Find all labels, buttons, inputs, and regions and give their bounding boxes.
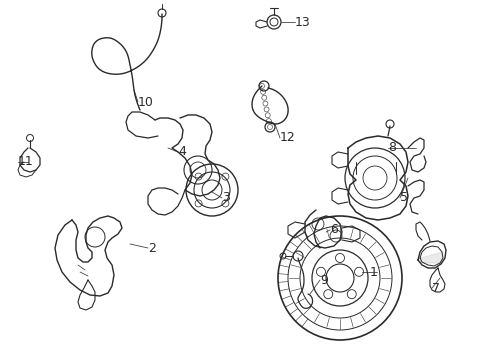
Polygon shape bbox=[419, 252, 442, 263]
Text: 3: 3 bbox=[222, 192, 229, 204]
Text: 13: 13 bbox=[294, 15, 310, 28]
Text: 4: 4 bbox=[178, 145, 185, 158]
Text: 7: 7 bbox=[431, 282, 439, 294]
Text: 1: 1 bbox=[369, 265, 377, 279]
Text: 10: 10 bbox=[138, 95, 154, 108]
Text: 6: 6 bbox=[329, 224, 337, 237]
Text: 11: 11 bbox=[18, 156, 34, 168]
Text: 8: 8 bbox=[387, 141, 395, 154]
Text: 9: 9 bbox=[319, 274, 327, 287]
Text: 5: 5 bbox=[399, 192, 407, 204]
Text: 12: 12 bbox=[280, 131, 295, 144]
Text: 2: 2 bbox=[148, 242, 156, 255]
